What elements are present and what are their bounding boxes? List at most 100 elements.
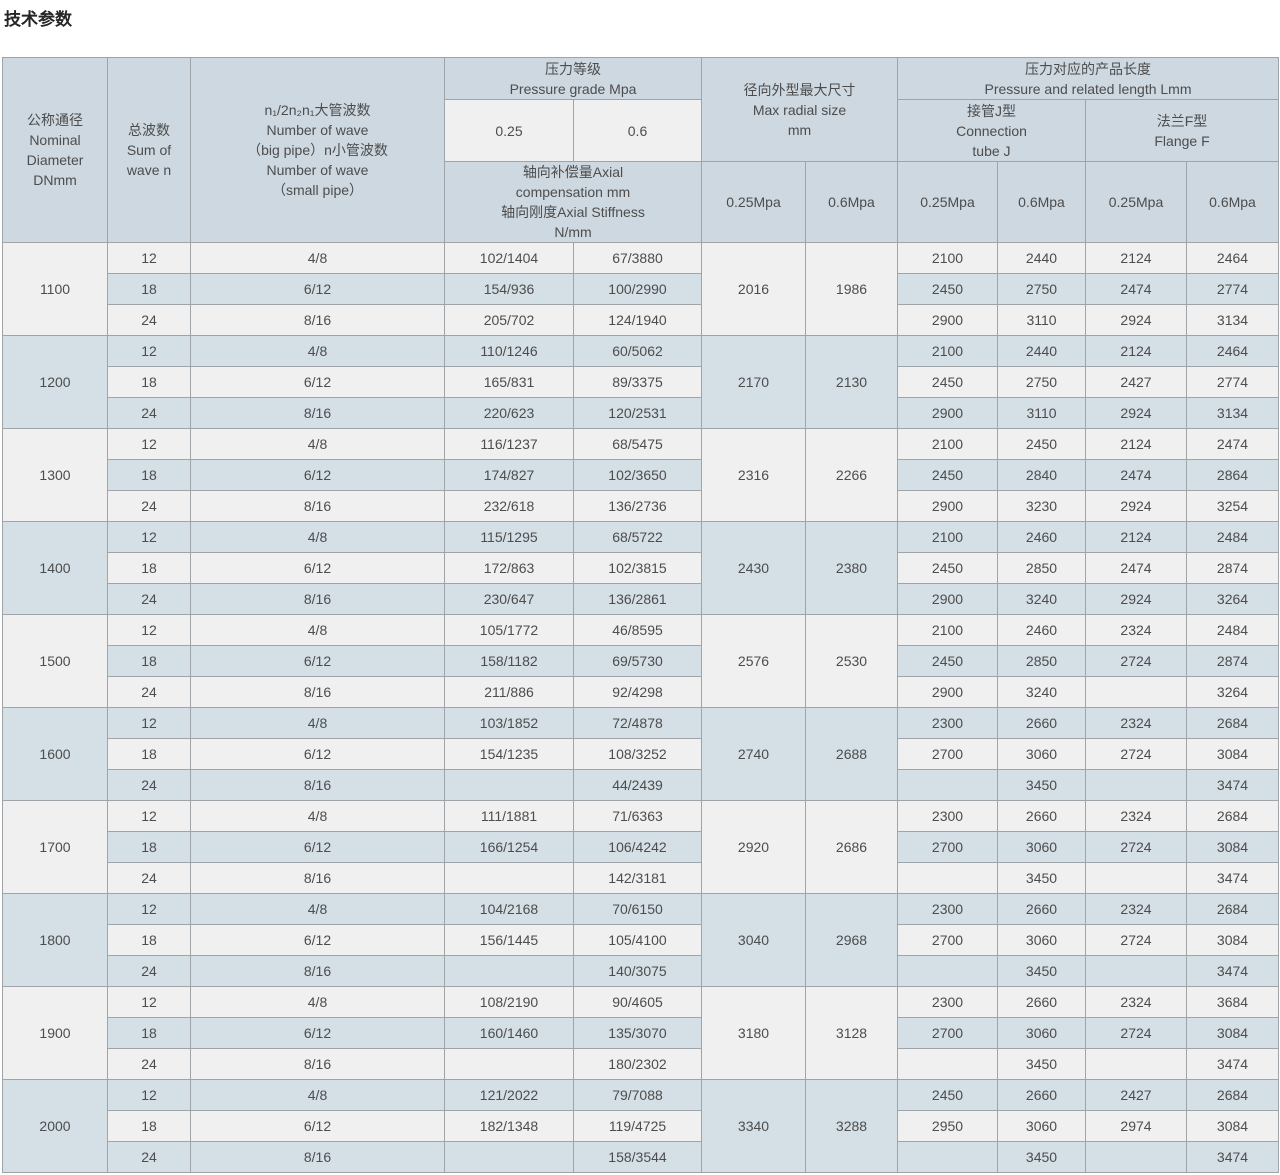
j-06-cell: 2660 — [997, 893, 1086, 925]
j-025-cell: 2900 — [897, 583, 998, 615]
header-max-radial-size: 径向外型最大尺寸 Max radial size mm — [701, 57, 898, 162]
table-row: 2000 12 4/8 121/2022 79/7088 3340 3288 2450 2660… — [2, 1079, 1279, 1173]
f-06-cell: 3264 — [1186, 676, 1279, 708]
f-025-cell: 2324 — [1085, 800, 1187, 832]
axial-025-cell — [444, 862, 574, 894]
radial-025-cell: 2016 — [701, 242, 806, 336]
j-025-cell: 2300 — [897, 893, 998, 925]
j-025-cell: 2700 — [897, 924, 998, 956]
j-025-cell: 2300 — [897, 800, 998, 832]
pipe-wave-cell: 8/16 — [190, 955, 445, 987]
axial-06-cell: 67/3880 — [573, 242, 702, 274]
j-06-cell: 2460 — [997, 614, 1086, 646]
j-06-cell: 3110 — [997, 397, 1086, 429]
radial-025-cell: 3340 — [701, 1079, 806, 1173]
j-025-cell: 2100 — [897, 335, 998, 367]
axial-025-cell: 102/1404 — [444, 242, 574, 274]
j-06-cell: 2660 — [997, 986, 1086, 1018]
sum-wave-cell: 24 — [107, 1048, 191, 1080]
j-025-cell — [897, 1141, 998, 1173]
axial-025-cell: 232/618 — [444, 490, 574, 522]
radial-025-cell: 3180 — [701, 986, 806, 1080]
axial-025-cell — [444, 1048, 574, 1080]
f-06-cell: 3474 — [1186, 955, 1279, 987]
f-06-cell: 2864 — [1186, 459, 1279, 491]
table-row: 18 6/12 166/1254 106/4242 2700 3060 2724 3084 — [3, 831, 1279, 863]
f-025-cell: 2124 — [1085, 428, 1187, 460]
header-grade-06: 0.6 — [573, 99, 702, 162]
pipe-wave-cell: 6/12 — [190, 366, 445, 398]
f-06-cell: 2874 — [1186, 552, 1279, 584]
j-06-cell: 3450 — [997, 955, 1086, 987]
sum-wave-cell: 12 — [107, 800, 191, 832]
f-025-cell — [1085, 1141, 1187, 1173]
axial-025-cell: 116/1237 — [444, 428, 574, 460]
f-025-cell: 2924 — [1085, 397, 1187, 429]
header-nominal-diameter: 公称通径 Nominal Diameter DNmm — [2, 57, 108, 243]
f-06-cell: 3254 — [1186, 490, 1279, 522]
header-pressure-length: 压力对应的产品长度 Pressure and related length Lm… — [897, 57, 1279, 100]
axial-06-cell: 108/3252 — [573, 738, 702, 770]
j-06-cell: 2840 — [997, 459, 1086, 491]
sum-wave-cell: 12 — [107, 428, 191, 460]
table-row: 18 6/12 160/1460 135/3070 2700 3060 2724 3084 — [3, 1017, 1279, 1049]
sum-wave-cell: 12 — [107, 335, 191, 367]
axial-025-cell — [444, 955, 574, 987]
table-row: 24 8/16 232/618 136/2736 2900 3230 2924 3254 — [3, 490, 1279, 522]
sum-wave-cell: 24 — [107, 1141, 191, 1173]
pipe-wave-cell: 8/16 — [190, 676, 445, 708]
axial-06-cell: 70/6150 — [573, 893, 702, 925]
sum-wave-cell: 18 — [107, 1110, 191, 1142]
j-06-cell: 2850 — [997, 645, 1086, 677]
axial-06-cell: 69/5730 — [573, 645, 702, 677]
sum-wave-cell: 18 — [107, 738, 191, 770]
axial-06-cell: 140/3075 — [573, 955, 702, 987]
f-06-cell: 3084 — [1186, 924, 1279, 956]
table-row: 18 6/12 154/1235 108/3252 2700 3060 2724 3084 — [3, 738, 1279, 770]
header-sum-of-wave: 总波数 Sum of wave n — [107, 57, 191, 243]
f-06-cell: 2684 — [1186, 893, 1279, 925]
f-025-cell: 2427 — [1085, 1079, 1187, 1111]
axial-06-cell: 124/1940 — [573, 304, 702, 336]
j-06-cell: 3060 — [997, 924, 1086, 956]
j-06-cell: 2750 — [997, 366, 1086, 398]
axial-025-cell: 205/702 — [444, 304, 574, 336]
axial-025-cell: 158/1182 — [444, 645, 574, 677]
f-06-cell: 3084 — [1186, 1110, 1279, 1142]
axial-06-cell: 180/2302 — [573, 1048, 702, 1080]
axial-06-cell: 135/3070 — [573, 1017, 702, 1049]
header-row-1: 公称通径 Nominal Diameter DNmm 总波数 Sum of wa… — [2, 57, 1279, 243]
radial-025-cell: 2430 — [701, 521, 806, 615]
dn-cell: 1700 — [2, 800, 108, 894]
page-title: 技术参数 — [4, 10, 72, 29]
j-06-cell: 3240 — [997, 676, 1086, 708]
j-06-cell: 2750 — [997, 273, 1086, 305]
pipe-wave-cell: 6/12 — [190, 1017, 445, 1049]
header-grade-025: 0.25 — [444, 99, 574, 162]
f-025-cell — [1085, 676, 1187, 708]
j-025-cell: 2100 — [897, 614, 998, 646]
j-025-cell: 2900 — [897, 304, 998, 336]
radial-06-cell: 2266 — [805, 428, 898, 522]
header-wave-numbers: n₁/2n₂n₁大管波数 Number of wave （big pipe）n小… — [190, 57, 445, 243]
axial-025-cell: 108/2190 — [444, 986, 574, 1018]
dn-cell: 1100 — [2, 242, 108, 336]
j-06-cell: 2660 — [997, 707, 1086, 739]
pipe-wave-cell: 4/8 — [190, 1079, 445, 1111]
j-025-cell: 2900 — [897, 676, 998, 708]
pipe-wave-cell: 8/16 — [190, 862, 445, 894]
axial-06-cell: 44/2439 — [573, 769, 702, 801]
header-radial-025mpa: 0.25Mpa — [701, 161, 806, 243]
table-row: 1400 12 4/8 115/1295 68/5722 2430 2380 2100 2460… — [2, 521, 1279, 615]
f-06-cell: 2774 — [1186, 366, 1279, 398]
sum-wave-cell: 24 — [107, 676, 191, 708]
sum-wave-cell: 24 — [107, 862, 191, 894]
axial-06-cell: 68/5475 — [573, 428, 702, 460]
dn-cell: 1600 — [2, 707, 108, 801]
table-row: 18 6/12 154/936 100/2990 2450 2750 2474 2774 — [3, 273, 1279, 305]
pipe-wave-cell: 8/16 — [190, 304, 445, 336]
f-06-cell: 3474 — [1186, 1141, 1279, 1173]
j-06-cell: 2660 — [997, 800, 1086, 832]
f-025-cell: 2124 — [1085, 521, 1187, 553]
f-025-cell: 2724 — [1085, 738, 1187, 770]
